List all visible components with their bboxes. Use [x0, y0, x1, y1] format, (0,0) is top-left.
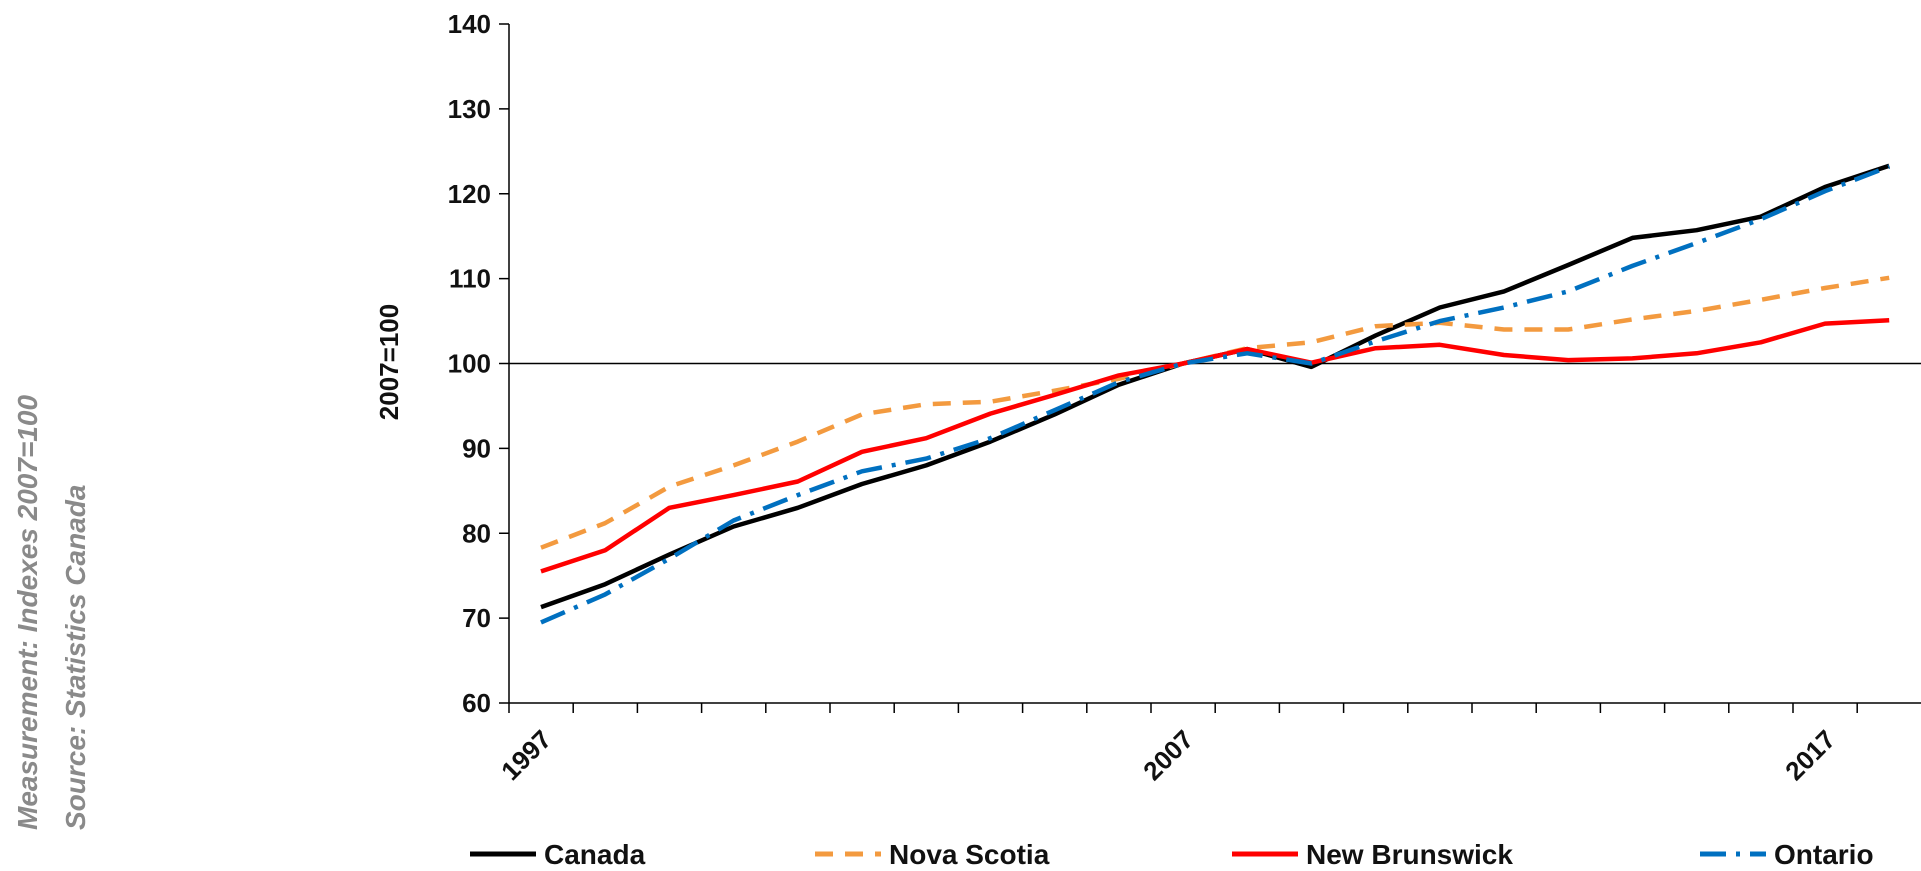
- series-line-new-brunswick: [540, 317, 1890, 574]
- y-tick-label: 130: [448, 94, 491, 124]
- source-note: Source: Statistics Canada: [60, 485, 91, 830]
- legend-label-new-brunswick: New Brunswick: [1306, 839, 1513, 870]
- legend-label-canada: Canada: [544, 839, 646, 870]
- y-tick-label: 140: [448, 9, 491, 39]
- measurement-note: Measurement: Indexes 2007=100: [12, 395, 43, 830]
- y-axis-title: 2007=100: [374, 304, 404, 420]
- series-line-ontario: [540, 164, 1891, 625]
- x-tick-label: 1997: [495, 724, 557, 786]
- x-axis: 1997 2007 2017: [495, 702, 1921, 786]
- y-tick-label: 80: [462, 518, 491, 548]
- legend: Canada Nova Scotia New Brunswick Ontario: [470, 839, 1874, 870]
- series-line-nova-scotia: [540, 275, 1890, 550]
- y-tick-label: 120: [448, 179, 491, 209]
- series-line-canada: [540, 163, 1890, 610]
- y-tick-label: 100: [448, 349, 491, 379]
- y-tick-label: 70: [462, 603, 491, 633]
- y-tick-label: 60: [462, 688, 491, 718]
- x-tick-label: 2017: [1779, 724, 1841, 786]
- legend-label-nova-scotia: Nova Scotia: [889, 839, 1050, 870]
- y-axis: 60 70 80 90 100 110 120 130 140: [448, 9, 510, 718]
- x-tick-label: 2007: [1137, 724, 1199, 786]
- series-lines: [540, 163, 1891, 625]
- side-notes: Measurement: Indexes 2007=100 Source: St…: [12, 395, 91, 830]
- y-tick-label: 90: [462, 433, 491, 463]
- y-tick-label: 110: [449, 264, 491, 294]
- legend-label-ontario: Ontario: [1774, 839, 1874, 870]
